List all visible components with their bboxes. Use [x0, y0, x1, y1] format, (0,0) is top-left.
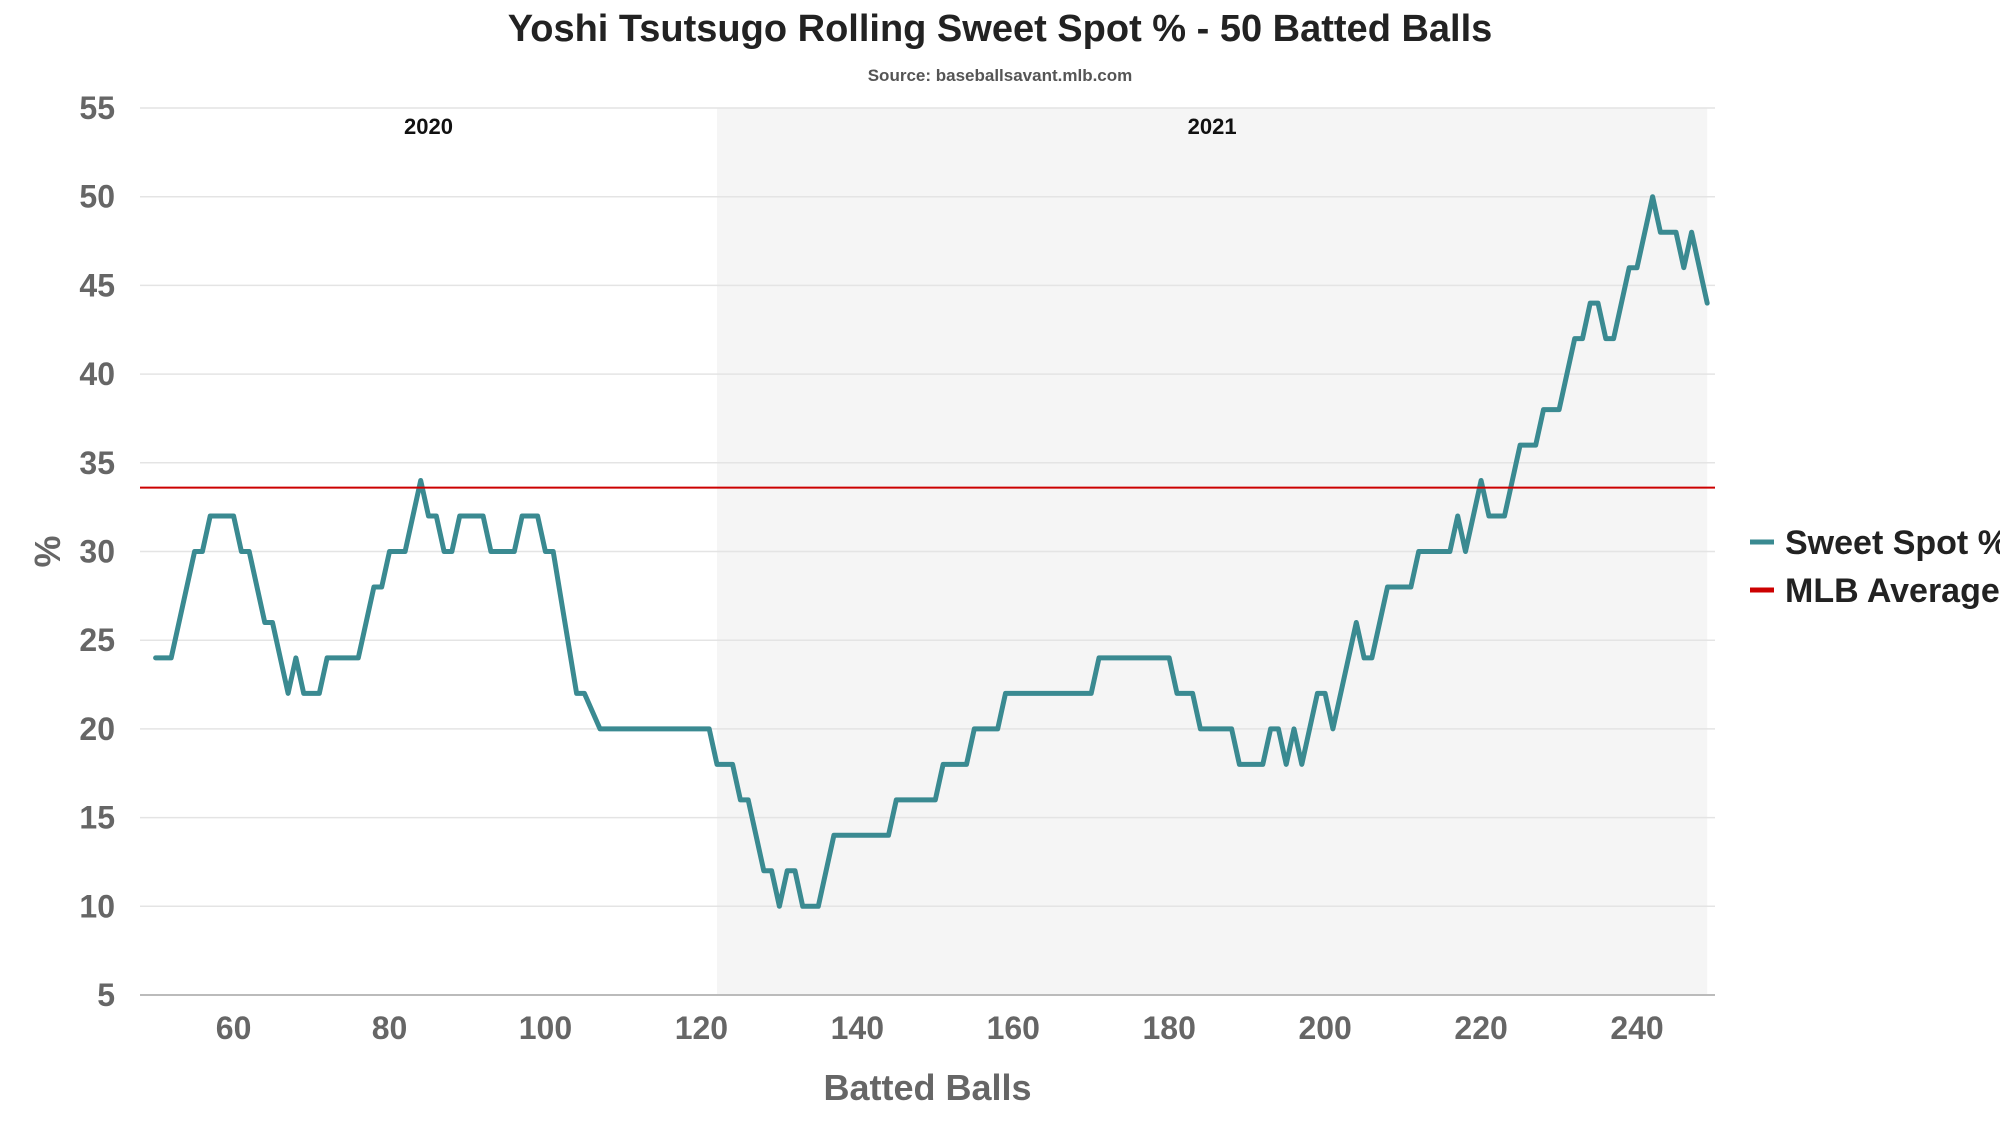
- x-tick-label-220: 220: [1454, 1010, 1507, 1046]
- y-tick-label-45: 45: [79, 267, 115, 303]
- x-tick-label-140: 140: [831, 1010, 884, 1046]
- y-tick-label-55: 55: [79, 90, 115, 126]
- x-axis-title: Batted Balls: [823, 1067, 1031, 1108]
- y-tick-label-5: 5: [97, 977, 115, 1013]
- x-tick-label-120: 120: [675, 1010, 728, 1046]
- x-tick-label-60: 60: [216, 1010, 252, 1046]
- x-tick-label-240: 240: [1610, 1010, 1663, 1046]
- x-tick-label-100: 100: [519, 1010, 572, 1046]
- y-tick-label-10: 10: [79, 888, 115, 924]
- y-tick-label-20: 20: [79, 711, 115, 747]
- x-tick-label-80: 80: [372, 1010, 408, 1046]
- legend-label-mlb-average: MLB Average: [1785, 572, 2000, 610]
- y-tick-label-40: 40: [79, 356, 115, 392]
- x-tick-label-160: 160: [987, 1010, 1040, 1046]
- y-axis-title: %: [27, 535, 68, 567]
- season-label-2021: 2021: [1188, 114, 1237, 139]
- y-tick-label-15: 15: [79, 800, 115, 836]
- y-tick-label-25: 25: [79, 622, 115, 658]
- y-tick-label-35: 35: [79, 445, 115, 481]
- chart-subtitle: Source: baseballsavant.mlb.com: [867, 66, 1133, 85]
- legend-label-sweet-spot: Sweet Spot %: [1785, 524, 2000, 562]
- y-tick-label-50: 50: [79, 179, 115, 215]
- x-tick-label-180: 180: [1143, 1010, 1196, 1046]
- y-tick-label-30: 30: [79, 534, 115, 570]
- season-label-2020: 2020: [404, 114, 453, 139]
- series-line-sweet-spot: [153, 194, 1710, 909]
- chart-title: Yoshi Tsutsugo Rolling Sweet Spot % - 50…: [507, 8, 1493, 50]
- x-tick-label-200: 200: [1298, 1010, 1351, 1046]
